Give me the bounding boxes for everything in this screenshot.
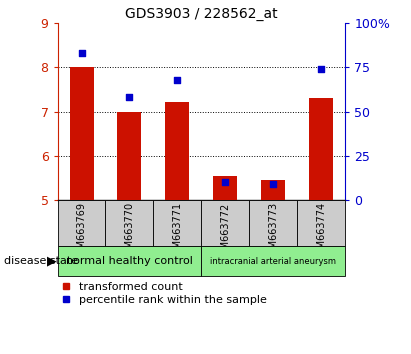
Bar — [201, 200, 249, 246]
Text: intracranial arterial aneurysm: intracranial arterial aneurysm — [210, 257, 336, 266]
Bar — [261, 180, 285, 200]
Bar — [118, 113, 141, 200]
Text: GSM663774: GSM663774 — [316, 202, 326, 262]
Point — [78, 50, 85, 56]
Bar — [153, 200, 201, 246]
Bar — [213, 176, 237, 200]
Text: GSM663770: GSM663770 — [125, 202, 134, 262]
Bar — [309, 98, 333, 200]
Text: ▶: ▶ — [46, 255, 56, 268]
Bar — [58, 246, 201, 276]
Point — [318, 66, 325, 72]
Text: disease state: disease state — [4, 256, 78, 266]
Bar — [201, 246, 345, 276]
Title: GDS3903 / 228562_at: GDS3903 / 228562_at — [125, 7, 278, 21]
Text: GSM663769: GSM663769 — [76, 202, 86, 261]
Bar — [249, 200, 297, 246]
Point — [126, 95, 133, 100]
Text: GSM663771: GSM663771 — [173, 202, 182, 262]
Point — [174, 77, 181, 82]
Point — [270, 181, 277, 187]
Bar — [165, 102, 189, 200]
Bar — [69, 67, 94, 200]
Text: normal healthy control: normal healthy control — [66, 256, 193, 266]
Bar — [58, 200, 106, 246]
Bar — [106, 200, 153, 246]
Text: GSM663772: GSM663772 — [220, 202, 230, 262]
Text: GSM663773: GSM663773 — [268, 202, 278, 262]
Bar — [297, 200, 345, 246]
Legend: transformed count, percentile rank within the sample: transformed count, percentile rank withi… — [63, 282, 266, 305]
Point — [222, 179, 229, 185]
